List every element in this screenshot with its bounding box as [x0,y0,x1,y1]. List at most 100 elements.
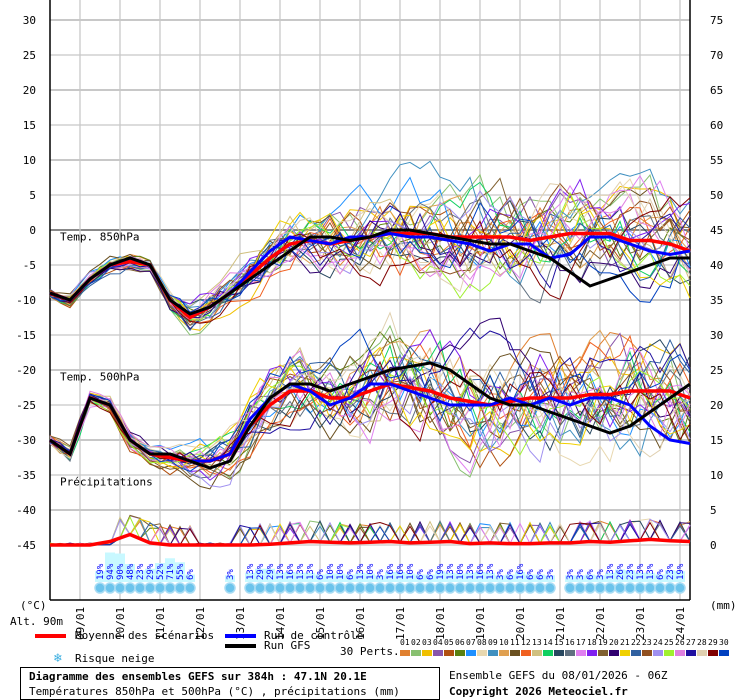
y-tick-label: 20 [23,84,36,97]
snowflake-icon [674,582,686,594]
y2-tick-label: 70 [710,49,723,62]
panel-label-t500: Temp. 500hPa [60,371,139,384]
y-tick-label: -10 [16,294,36,307]
snow-risk-label: 13% [276,563,286,580]
snowflake-icon [504,582,516,594]
member-500-line [49,360,691,464]
y-tick-label: 0 [29,224,36,237]
snow-risk-label: 6% [526,569,536,580]
snowflake-icon [384,582,396,594]
y-tick-label: -30 [16,434,36,447]
snow-risk-bar [415,574,425,582]
y-tick-label: -35 [16,469,36,482]
snow-risk-bar [355,572,365,582]
snow-risk-label: 16% [516,563,526,580]
snow-risk-bar [365,573,375,582]
snowflake-icon [584,582,596,594]
snowflake-icon [494,582,506,594]
snowflake-icon [164,582,176,594]
snow-risk-label: 13% [356,563,366,580]
snow-risk-label: 94% [106,563,116,580]
member-color-swatch [587,650,597,656]
member-color-swatch [653,650,663,656]
snow-risk-bar [175,562,185,582]
snow-risk-label: 48% [126,563,136,580]
snow-risk-label: 29% [256,563,266,580]
member-number: 09 [488,638,498,647]
y-tick-label: 25 [23,49,36,62]
snowflake-icon: ❄ [54,651,62,666]
member-number: 11 [510,638,520,647]
member-color-swatch [576,650,586,656]
snow-risk-bar [655,574,665,582]
snowflake-icon [524,582,536,594]
altitude-label: Alt. 90m [10,615,63,628]
snow-risk-label: 90% [116,563,126,580]
legend-perts-label: 30 Perts. [340,645,400,658]
member-850-line [49,177,691,326]
y-tick-label: -40 [16,504,36,517]
snow-risk-bar [125,564,135,582]
x-date-label: 14/01 [274,607,287,640]
snow-risk-bar [605,572,615,582]
x-date-label: 23/01 [634,607,647,640]
snow-risk-bar [565,575,575,582]
snowflake-icon [254,582,266,594]
member-500-line [49,353,691,462]
legend-mean-line [35,634,66,638]
member-color-swatch [433,650,443,656]
series-line [49,228,690,316]
snow-risk-label: 29% [266,563,276,580]
member-number: 15 [554,638,564,647]
snow-risk-bar [645,572,655,582]
snow-risk-bar [105,552,115,582]
snow-risk-bar [385,572,395,582]
snowflake-icon [664,582,676,594]
snow-risk-label: 3% [546,569,556,580]
x-date-label: 19/01 [474,607,487,640]
member-number: 01 [400,638,410,647]
snow-risk-label: 23% [666,563,676,580]
snowflake-icon [594,582,606,594]
y2-tick-label: 15 [710,434,723,447]
snowflake-icon [424,582,436,594]
legend-gfs-line [225,644,256,648]
member-500-line [49,368,691,460]
snow-risk-bar [635,572,645,582]
snow-risk-bar [155,563,165,582]
snow-risk-bar [495,575,505,582]
legend-control-line [225,634,256,638]
x-date-label: 21/01 [554,607,567,640]
chart-title: Diagramme des ensembles GEFS sur 384h : … [29,670,367,683]
snowflake-icon [304,582,316,594]
member-500-line [49,311,691,460]
snowflake-icon [334,582,346,594]
snow-risk-label: 13% [246,563,256,580]
snowflake-icon [114,582,126,594]
member-number: 25 [664,638,674,647]
snowflake-icon [284,582,296,594]
snowflake-icon [644,582,656,594]
snow-risk-label: 13% [296,563,306,580]
snow-risk-bar [675,571,685,582]
left-unit-label: (°C) [20,599,47,612]
member-color-swatch [488,650,498,656]
member-number: 18 [587,638,597,647]
member-number: 30 [719,638,729,647]
x-date-label: 11/01 [154,607,167,640]
y2-tick-label: 45 [710,224,723,237]
member-number: 03 [422,638,432,647]
snow-risk-bar [95,571,105,582]
snow-risk-bar [245,572,255,582]
snow-risk-label: 13% [636,563,646,580]
snow-risk-label: 55% [176,563,186,580]
snowflake-icon [444,582,456,594]
member-color-swatch [400,650,410,656]
member-number: 04 [433,638,443,647]
snow-risk-bar [615,569,625,582]
y2-tick-label: 0 [710,539,717,552]
y2-tick-label: 5 [710,504,717,517]
title-box: Diagramme des ensembles GEFS sur 384h : … [20,667,440,700]
snowflake-icon [654,582,666,594]
member-color-swatch [697,650,707,656]
